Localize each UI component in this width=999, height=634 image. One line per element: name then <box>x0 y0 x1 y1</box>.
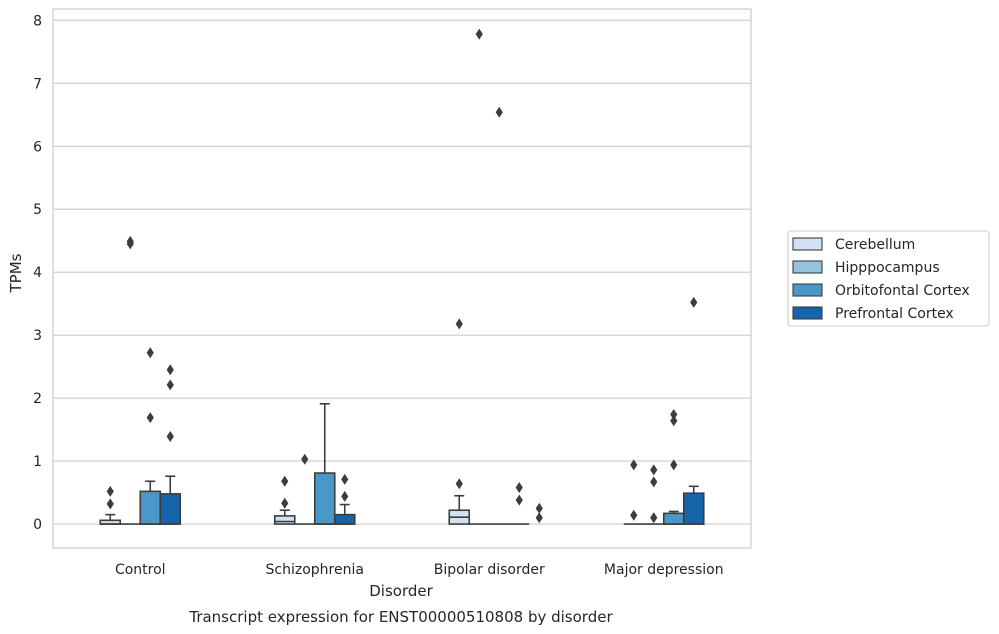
x-tick-label: Control <box>115 562 166 578</box>
outlier-point <box>690 296 698 308</box>
box-body <box>662 512 685 525</box>
outlier-point <box>495 106 503 118</box>
box-body <box>313 472 336 525</box>
x-tick-labels: Control Schizophrenia Bipolar disorder Majo… <box>115 562 724 578</box>
legend-swatch <box>792 260 823 274</box>
outlier-point <box>166 431 174 443</box>
legend-swatch <box>792 283 823 297</box>
plot-frame <box>52 8 752 549</box>
outlier-point <box>106 498 114 510</box>
box-hipppocampus <box>120 235 141 525</box>
outlier-point <box>650 476 658 488</box>
outlier-point <box>630 459 638 471</box>
extra-outliers <box>535 502 543 524</box>
outlier-point <box>126 235 134 247</box>
outlier-point <box>301 453 309 465</box>
legend-label: Orbitofontal Cortex <box>835 283 970 299</box>
outlier-point <box>166 379 174 391</box>
chart-caption: Transcript expression for ENST0000051080… <box>188 608 613 626</box>
y-tick-label: 8 <box>33 13 42 29</box>
outlier-point <box>281 475 289 487</box>
outlier-point <box>455 318 463 330</box>
outlier-point <box>515 494 523 506</box>
box-prefrontal-cortex <box>682 296 705 525</box>
y-axis-title: TPMs <box>7 253 25 293</box>
box-hipppocampus <box>294 453 315 525</box>
box-body <box>273 515 296 525</box>
box-body <box>333 513 356 525</box>
box-hipppocampus <box>643 464 664 525</box>
outlier-point <box>630 509 638 521</box>
box-orbitofontal-cortex <box>662 409 685 525</box>
x-tick-label: Schizophrenia <box>266 562 364 578</box>
y-tick-label: 2 <box>33 391 42 407</box>
box-body <box>139 490 162 525</box>
y-tick-label: 0 <box>33 517 42 533</box>
box-group <box>99 28 705 525</box>
gridlines <box>53 19 751 525</box>
box-prefrontal-cortex <box>509 482 530 525</box>
outlier-point <box>146 347 154 359</box>
outlier-point <box>670 459 678 471</box>
outlier-point <box>535 512 543 524</box>
outlier-point <box>515 482 523 494</box>
legend-swatch <box>792 306 823 320</box>
box-hipppocampus <box>469 28 490 525</box>
outlier-point <box>670 415 678 427</box>
outlier-point <box>146 412 154 424</box>
x-axis-title: Disorder <box>369 582 433 600</box>
box-prefrontal-cortex <box>159 364 182 525</box>
x-tick-label: Bipolar disorder <box>434 562 545 578</box>
outlier-point <box>166 364 174 376</box>
legend-frame <box>787 230 990 327</box>
box-body <box>682 492 705 525</box>
outlier-point <box>455 478 463 490</box>
outlier-point <box>475 28 483 40</box>
box-cerebellum <box>448 318 471 525</box>
outlier-point <box>281 497 289 509</box>
legend-label: Hipppocampus <box>835 260 940 276</box>
outlier-point <box>535 502 543 514</box>
legend-label: Cerebellum <box>835 237 915 253</box>
box-orbitofontal-cortex <box>313 403 336 525</box>
legend-swatch <box>792 237 823 251</box>
outlier-point <box>650 512 658 524</box>
outlier-point <box>341 473 349 485</box>
y-tick-label: 7 <box>33 76 42 92</box>
y-tick-label: 1 <box>33 454 42 470</box>
y-tick-label: 5 <box>33 202 42 218</box>
y-tick-label: 3 <box>33 328 42 344</box>
box-orbitofontal-cortex <box>489 106 510 525</box>
legend: Cerebellum Hipppocampus Orbitofontal Corte… <box>787 230 990 327</box>
box-prefrontal-cortex <box>333 473 356 525</box>
outlier-point <box>106 485 114 497</box>
y-tick-labels: 0 1 2 3 4 5 6 7 8 <box>33 13 42 533</box>
box-orbitofontal-cortex <box>139 347 162 525</box>
box-cerebellum <box>273 475 296 525</box>
box-cerebellum <box>623 459 644 525</box>
y-tick-label: 4 <box>33 265 42 281</box>
box-body <box>159 493 182 525</box>
box-cerebellum <box>99 485 122 525</box>
x-tick-label: Major depression <box>604 562 724 578</box>
legend-label: Prefrontal Cortex <box>835 306 954 322</box>
outlier-point <box>670 409 678 421</box>
outlier-point <box>341 490 349 502</box>
y-tick-label: 6 <box>33 139 42 155</box>
outlier-point <box>650 464 658 476</box>
